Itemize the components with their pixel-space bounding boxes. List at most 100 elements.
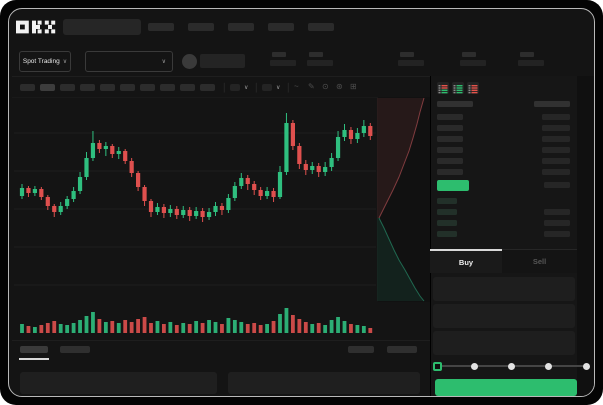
nav-item[interactable] (228, 23, 254, 31)
candle (116, 151, 121, 154)
ask-price-placeholder (437, 169, 463, 175)
volume-bar (194, 321, 199, 333)
volume-bar (162, 324, 166, 333)
buy-submit-button[interactable] (435, 379, 577, 396)
settings-icon[interactable]: ⊛ (336, 82, 343, 91)
search-input[interactable] (63, 19, 141, 35)
candle (136, 173, 141, 187)
candle (219, 206, 225, 210)
timeframe-button[interactable] (140, 84, 155, 91)
chevron-down-icon: ∨ (62, 58, 68, 65)
timeframe-button[interactable] (20, 84, 35, 91)
pair-dropdown[interactable]: ∨ (85, 51, 173, 72)
volume-bar (78, 320, 82, 333)
bottom-action-2[interactable] (387, 346, 417, 353)
volume-bar (142, 317, 147, 333)
amount-input[interactable] (433, 304, 575, 328)
candle (77, 177, 83, 191)
bottom-action-1[interactable] (348, 346, 374, 353)
volume-bar (355, 325, 360, 333)
candle (155, 207, 160, 212)
nav-item[interactable] (308, 23, 334, 31)
candle (213, 206, 218, 212)
candle (129, 161, 134, 173)
ask-amount-placeholder (542, 158, 570, 164)
bid-price-placeholder (437, 198, 457, 204)
candle (335, 137, 341, 158)
app-window: Spot Trading ∨ ∨ │ ∨ │ ∨ │ (8, 8, 595, 397)
tab-sell[interactable]: Sell (502, 249, 577, 273)
candle (258, 190, 263, 196)
ask-amount-placeholder (542, 125, 570, 131)
volume-bar (336, 317, 340, 333)
volume-bar (84, 316, 89, 333)
timeframe-button[interactable] (40, 84, 55, 91)
slider-stop-dot[interactable] (582, 362, 590, 370)
nav-item[interactable] (268, 23, 294, 31)
volume-bar (149, 323, 153, 333)
volume-bar (329, 320, 334, 333)
book-all-icon[interactable] (437, 82, 449, 94)
timeframe-button[interactable] (200, 84, 215, 91)
volume-bar (239, 322, 244, 333)
panel-separator (430, 76, 431, 396)
stat-label-placeholder (520, 52, 534, 57)
book-asks-icon[interactable] (467, 82, 479, 94)
volume-bar (323, 325, 328, 333)
chevron-down-icon: ∨ (244, 85, 249, 91)
draw-icon[interactable]: ✎ (308, 82, 315, 91)
total-input[interactable] (433, 331, 575, 355)
timeframe-button[interactable] (180, 84, 195, 91)
slider-handle[interactable] (432, 361, 442, 371)
ask-amount-placeholder (542, 169, 570, 175)
stat-label-placeholder (309, 52, 323, 57)
expand-icon[interactable]: ⊞ (350, 82, 357, 91)
volume-bar (52, 321, 57, 333)
candle (110, 146, 115, 154)
bottom-panel-left[interactable] (20, 372, 217, 394)
candle (284, 123, 289, 172)
book-bids-icon[interactable] (452, 82, 464, 94)
book-header-price (437, 101, 473, 107)
slider-stop-dot[interactable] (545, 362, 553, 370)
timeframe-button[interactable] (100, 84, 115, 91)
market-type-label: Spot Trading (22, 58, 60, 65)
okx-logo[interactable] (16, 20, 56, 34)
depth-panel (378, 97, 430, 302)
volume-bar (116, 323, 121, 333)
camera-icon[interactable]: ⊙ (322, 82, 329, 91)
market-type-dropdown[interactable]: Spot Trading ∨ (19, 51, 71, 72)
bottom-tab-2[interactable] (60, 346, 90, 353)
toolbar-dropdown-2[interactable] (262, 84, 272, 91)
candle (329, 158, 334, 167)
bottom-tab-1[interactable] (20, 346, 48, 353)
nav-item[interactable] (188, 23, 214, 31)
volume-bar (220, 324, 224, 333)
candle (252, 184, 257, 190)
timeframe-button[interactable] (80, 84, 95, 91)
price-input[interactable] (433, 277, 575, 301)
candle (39, 189, 44, 197)
tab-sell-label: Sell (532, 257, 547, 266)
bottom-panel-right[interactable] (228, 372, 420, 394)
candle (148, 201, 154, 212)
volume-bar (91, 312, 95, 333)
toolbar-dropdown-1[interactable] (230, 84, 240, 91)
timeframe-button[interactable] (60, 84, 75, 91)
candle (142, 187, 147, 201)
volume-bar (97, 319, 102, 333)
volume-bar (155, 321, 160, 333)
divider (12, 97, 378, 98)
coin-icon (182, 54, 197, 69)
timeframe-button[interactable] (160, 84, 175, 91)
volume-bar (303, 322, 308, 333)
ask-amount-placeholder (542, 147, 570, 153)
timeframe-button[interactable] (120, 84, 135, 91)
slider-stop-dot[interactable] (470, 362, 478, 370)
slider-stop-dot[interactable] (508, 362, 515, 370)
candle (103, 146, 108, 149)
tab-buy[interactable]: Buy (430, 249, 502, 273)
line-type-icon[interactable]: ~ (294, 82, 299, 91)
nav-item[interactable] (148, 23, 174, 31)
